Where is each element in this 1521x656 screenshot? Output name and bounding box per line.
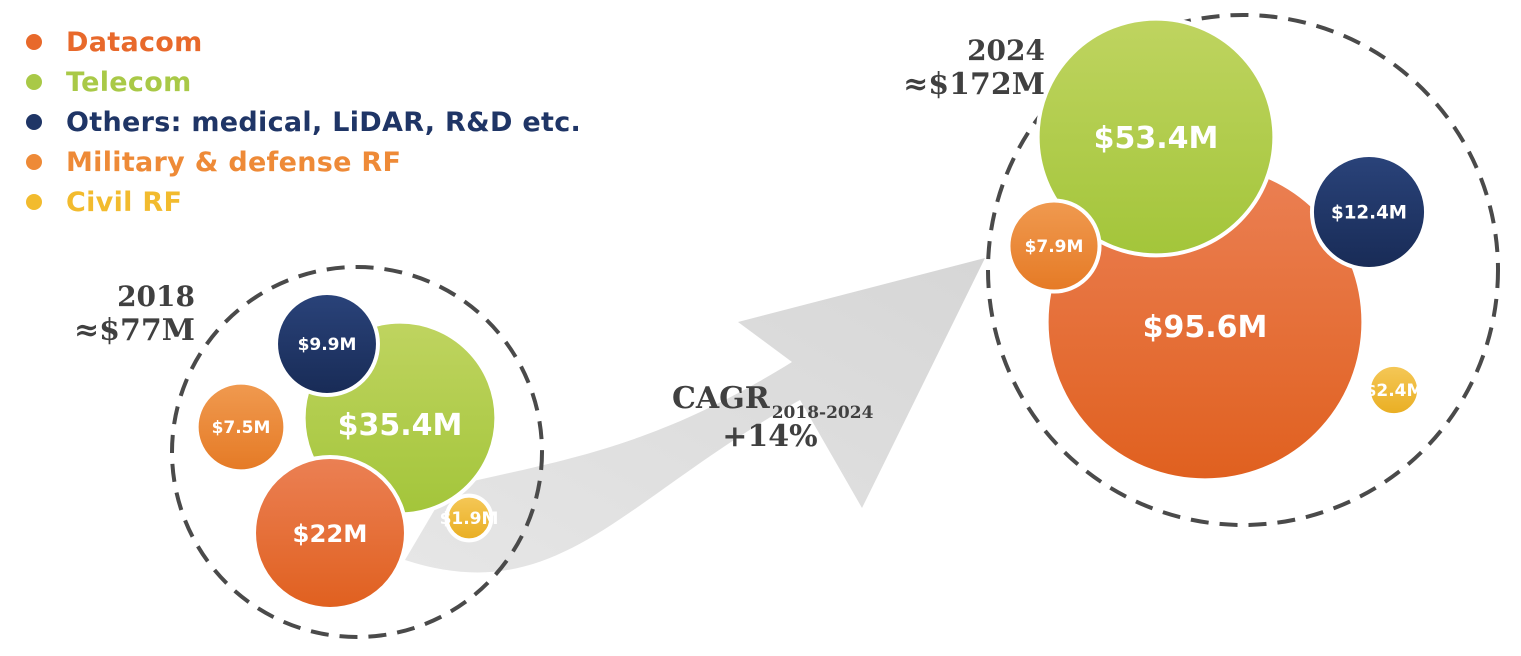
bubble-label-2024-military: $7.9M <box>1025 237 1084 257</box>
chart-legend: Datacom Telecom Others: medical, LiDAR, … <box>26 22 581 222</box>
cagr-text: CAGR <box>672 381 771 416</box>
total-label-2024: ≈$172M <box>903 67 1045 102</box>
legend-dot-others <box>26 114 42 130</box>
cagr-period: 2018-2024 <box>772 403 874 423</box>
bubble-2018-others <box>274 291 380 397</box>
total-label-2018: ≈$77M <box>74 313 195 348</box>
bubble-2024-others <box>1309 152 1429 272</box>
bubble-2024-military <box>1006 198 1102 294</box>
year-label-2024: 2024 <box>967 34 1045 67</box>
bubble-2018-datacom <box>252 455 408 611</box>
bubble-2018-military <box>194 380 288 474</box>
legend-label-civil: Civil RF <box>66 186 183 218</box>
legend-dot-military <box>26 154 42 170</box>
legend-item-telecom: Telecom <box>26 62 581 102</box>
bubble-label-2018-telecom: $35.4M <box>338 408 463 443</box>
group-outline-2018 <box>170 265 544 639</box>
bubble-label-2018-civil: $1.9M <box>440 509 499 529</box>
bubble-label-2024-civil: $2.4M <box>1365 381 1424 401</box>
bubble-label-2024-others: $12.4M <box>1331 203 1407 224</box>
bubble-label-2024-telecom: $53.4M <box>1094 121 1219 156</box>
year-label-2018: 2018 <box>117 280 195 313</box>
legend-item-others: Others: medical, LiDAR, R&D etc. <box>26 102 581 142</box>
legend-item-civil: Civil RF <box>26 182 581 222</box>
bubble-group: $35.4M $9.9M $7.5M $22M $1.9M $95.6M $12.4M $53… <box>194 16 1429 611</box>
bubble-label-2018-others: $9.9M <box>298 335 357 355</box>
cagr-value: +14% <box>722 419 817 454</box>
growth-arrow <box>405 258 985 573</box>
bubble-label-2018-military: $7.5M <box>212 418 271 438</box>
legend-label-datacom: Datacom <box>66 26 203 58</box>
legend-item-datacom: Datacom <box>26 22 581 62</box>
legend-dot-datacom <box>26 34 42 50</box>
bubble-2024-telecom <box>1035 16 1277 258</box>
bubble-2018-civil <box>444 493 494 543</box>
bubble-label-2018-datacom: $22M <box>293 519 368 548</box>
legend-label-others: Others: medical, LiDAR, R&D etc. <box>66 106 582 138</box>
legend-label-military: Military & defense RF <box>66 146 402 178</box>
group-outline-2024 <box>986 13 1500 527</box>
bubble-2024-civil <box>1366 362 1422 418</box>
bubble-label-2024-datacom: $95.6M <box>1143 310 1268 345</box>
legend-dot-civil <box>26 194 42 210</box>
legend-item-military: Military & defense RF <box>26 142 581 182</box>
legend-dot-telecom <box>26 74 42 90</box>
cagr-label: CAGR 2018-2024 <box>672 381 874 423</box>
legend-label-telecom: Telecom <box>66 66 192 98</box>
